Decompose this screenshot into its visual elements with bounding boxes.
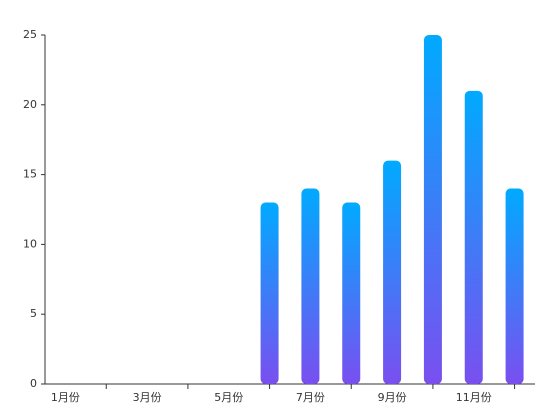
- bar: [342, 202, 361, 384]
- bar: [383, 160, 402, 384]
- bar: [301, 188, 320, 384]
- x-tick-label: 11月份: [456, 391, 492, 404]
- y-tick-label: 20: [23, 98, 37, 111]
- x-tick-label: 7月份: [296, 391, 325, 404]
- y-tick-label: 25: [23, 28, 37, 41]
- y-tick-label: 5: [30, 307, 37, 320]
- x-tick-label: 5月份: [214, 391, 243, 404]
- x-tick-label: 1月份: [51, 391, 80, 404]
- bar: [260, 202, 279, 384]
- x-tick-label: 3月份: [133, 391, 162, 404]
- bar: [505, 188, 524, 384]
- y-tick-label: 15: [23, 168, 37, 181]
- y-tick-label: 0: [30, 377, 37, 390]
- bar: [464, 90, 483, 384]
- y-tick-label: 10: [23, 237, 37, 250]
- x-tick-label: 9月份: [378, 391, 407, 404]
- bar: [423, 35, 442, 384]
